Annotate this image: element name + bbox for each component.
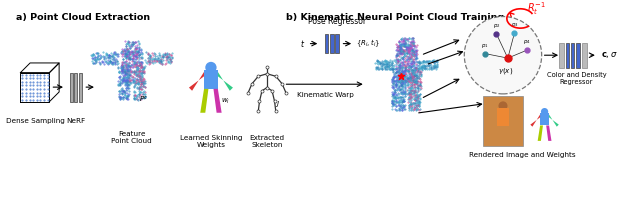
Text: $\{R_i, t_i\}$: $\{R_i, t_i\}$: [356, 38, 380, 49]
Text: Learned Skinning
Weights: Learned Skinning Weights: [180, 135, 242, 149]
Text: $\mathbf{c}, \sigma$: $\mathbf{c}, \sigma$: [601, 50, 618, 60]
Bar: [79, 73, 82, 102]
Bar: [582, 43, 587, 68]
Bar: [330, 34, 333, 53]
Text: Rendered Image and Weights: Rendered Image and Weights: [469, 152, 575, 158]
Bar: [335, 34, 339, 53]
Text: b) Kinematic Neural Point Cloud Training: b) Kinematic Neural Point Cloud Training: [285, 13, 504, 22]
Circle shape: [205, 62, 216, 73]
Text: Extracted
Skeleton: Extracted Skeleton: [250, 135, 285, 149]
Text: Kinematic Warp: Kinematic Warp: [296, 92, 353, 98]
Bar: [325, 34, 328, 53]
Polygon shape: [214, 89, 221, 113]
Bar: [204, 70, 218, 89]
Polygon shape: [531, 114, 540, 127]
Bar: [497, 108, 509, 126]
Text: $\gamma(x)$: $\gamma(x)$: [499, 66, 513, 76]
Polygon shape: [538, 125, 543, 141]
Bar: [576, 43, 580, 68]
Text: Pose Regressor: Pose Regressor: [308, 16, 365, 26]
Text: $p_4$: $p_4$: [523, 38, 531, 46]
Circle shape: [464, 16, 541, 94]
Text: NeRF: NeRF: [66, 118, 85, 124]
Bar: [70, 73, 72, 102]
Text: Color and Density
Regressor: Color and Density Regressor: [547, 72, 606, 85]
Text: Feature
Point Cloud: Feature Point Cloud: [111, 131, 152, 144]
Polygon shape: [218, 72, 233, 91]
Text: $p_3$: $p_3$: [511, 21, 518, 29]
Polygon shape: [189, 72, 204, 91]
Text: $P^c$: $P^c$: [140, 94, 148, 104]
Bar: [571, 43, 574, 68]
Text: $w_i$: $w_i$: [221, 97, 230, 106]
Circle shape: [541, 108, 548, 115]
Text: $p_1$: $p_1$: [481, 42, 489, 50]
Text: $R_t^{-1}$: $R_t^{-1}$: [527, 0, 547, 17]
Polygon shape: [200, 89, 209, 113]
Text: Dense Sampling: Dense Sampling: [6, 118, 65, 124]
Bar: [74, 73, 77, 102]
Bar: [540, 113, 549, 125]
Text: $p_2$: $p_2$: [493, 22, 500, 30]
Bar: [559, 43, 564, 68]
Text: $J$: $J$: [275, 99, 280, 109]
Text: a) Point Cloud Extraction: a) Point Cloud Extraction: [16, 13, 150, 22]
Bar: [483, 96, 524, 146]
Circle shape: [499, 101, 508, 110]
Polygon shape: [549, 114, 559, 127]
Text: $t$: $t$: [301, 38, 306, 49]
Bar: [566, 43, 569, 68]
Polygon shape: [546, 125, 552, 141]
